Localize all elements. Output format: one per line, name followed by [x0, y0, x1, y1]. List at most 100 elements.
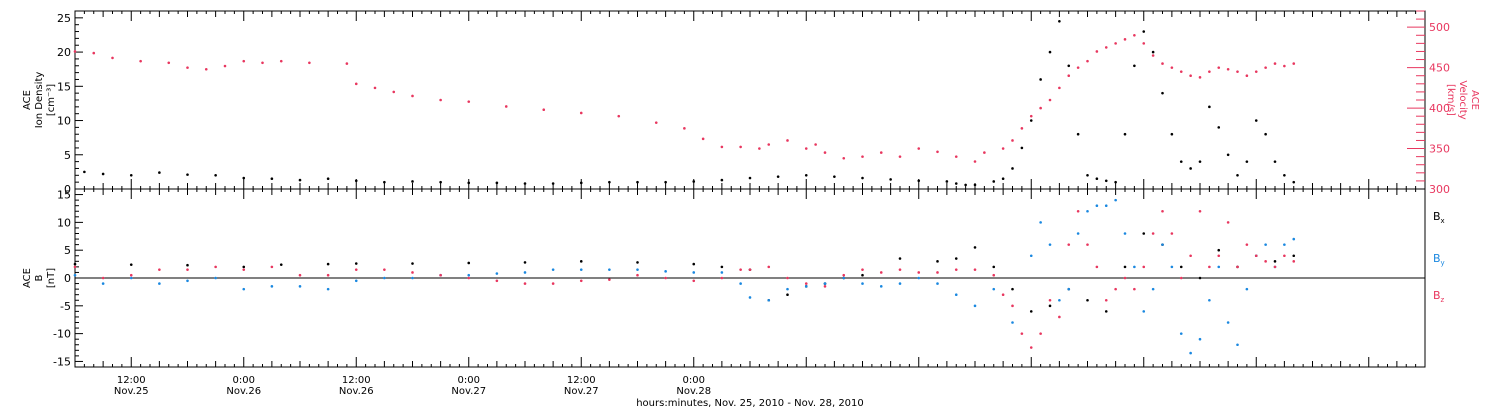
density-point: [945, 180, 949, 183]
bz-point: [664, 276, 667, 280]
density-point: [1198, 160, 1202, 163]
by-point: [214, 276, 217, 280]
bx-point: [692, 262, 696, 266]
velocity-label-line2: Velocity: [1457, 80, 1468, 119]
velocity-point: [1123, 38, 1127, 41]
velocity-point: [1245, 74, 1249, 78]
by-point: [767, 298, 771, 302]
top-left-tick-label: 10: [57, 115, 71, 128]
bz-point: [1133, 287, 1136, 291]
velocity-point: [542, 108, 546, 112]
bz-point: [214, 265, 217, 269]
density-point: [776, 175, 780, 178]
bz-point: [1029, 346, 1033, 349]
by-point: [186, 279, 189, 283]
velocity-point: [786, 139, 789, 142]
velocity-point: [186, 66, 189, 69]
velocity-point: [223, 64, 227, 68]
by-point: [1076, 232, 1080, 235]
density-point: [1283, 174, 1286, 177]
by-point: [1058, 298, 1061, 302]
velocity-point: [111, 56, 114, 60]
density-point: [214, 174, 217, 177]
velocity-point: [1236, 70, 1239, 73]
by-point: [354, 279, 358, 283]
by-point: [804, 285, 808, 288]
by-point: [1236, 343, 1239, 347]
density-point: [992, 180, 996, 183]
bx-point: [1142, 232, 1146, 235]
density-point: [1011, 167, 1014, 170]
bz-point: [523, 282, 527, 285]
bx-point: [129, 263, 133, 266]
bz-point: [1226, 221, 1230, 224]
by-point: [73, 273, 77, 277]
top-right-tick-label: 500: [1429, 21, 1450, 34]
by-point: [1151, 287, 1155, 291]
bottom-series-group: [73, 198, 1296, 355]
bottom-left-tick-label: 10: [57, 216, 71, 229]
bz-point: [1123, 276, 1127, 280]
by-point: [1292, 237, 1296, 241]
velocity-point: [1292, 62, 1296, 65]
density-point: [954, 182, 958, 185]
density-point: [298, 178, 302, 182]
density-point: [1123, 132, 1127, 136]
bottom-panel: -15 -10 -5 0 5 10 15 ACE B [nT] Bx By Bz: [22, 188, 1445, 368]
density-point: [1161, 91, 1164, 95]
b-label-line3: [nT]: [46, 268, 57, 288]
bx-point: [186, 263, 189, 267]
bz-point: [1048, 298, 1052, 302]
velocity-point: [139, 59, 142, 63]
bx-point: [1048, 304, 1052, 308]
velocity-point: [392, 90, 396, 94]
density-point: [1076, 132, 1080, 136]
bx-point: [279, 263, 283, 266]
bz-point: [804, 282, 808, 285]
velocity-point: [767, 143, 771, 146]
velocity-point: [917, 147, 921, 150]
top-right-tick-label: 400: [1429, 102, 1450, 115]
bz-point: [1217, 254, 1221, 258]
velocity-point: [1283, 64, 1286, 68]
by-point: [1179, 332, 1183, 335]
by-point: [879, 285, 883, 288]
velocity-point: [1142, 42, 1146, 45]
density-point: [186, 173, 189, 176]
bz-point: [936, 271, 939, 274]
density-point: [1142, 30, 1146, 33]
bz-point: [917, 271, 921, 274]
density-point: [270, 177, 274, 181]
x-tick-label-date: Nov.26: [226, 386, 261, 397]
by-point: [1133, 265, 1136, 269]
bx-point: [786, 293, 789, 296]
density-point: [129, 174, 133, 177]
bz-point: [1104, 298, 1108, 302]
x-axis-ticks: [74, 11, 1426, 367]
bz-point: [1236, 265, 1239, 269]
bottom-left-tick-label: 0: [64, 272, 71, 285]
density-point: [1029, 119, 1033, 122]
by-point: [786, 287, 789, 291]
by-point: [823, 282, 827, 285]
velocity-point: [279, 59, 283, 63]
by-point: [467, 273, 471, 277]
velocity-point: [1086, 59, 1089, 63]
bz-point: [1095, 265, 1099, 269]
bz-point: [973, 268, 977, 271]
bz-point: [1142, 265, 1146, 269]
density-point: [964, 183, 967, 187]
velocity-point: [814, 143, 817, 146]
density-point: [1001, 177, 1005, 181]
bx-point: [1123, 265, 1127, 269]
velocity-point: [1011, 139, 1014, 142]
by-point: [1123, 232, 1127, 235]
velocity-point: [842, 156, 846, 160]
top-right-tick-label: 300: [1429, 183, 1450, 196]
velocity-point: [204, 67, 208, 71]
x-tick-label-time: 0:00: [683, 375, 705, 386]
bz-point: [1067, 243, 1071, 246]
velocity-point: [1067, 74, 1071, 78]
bx-point: [73, 262, 77, 266]
bottom-left-tick-label: 5: [64, 244, 71, 257]
